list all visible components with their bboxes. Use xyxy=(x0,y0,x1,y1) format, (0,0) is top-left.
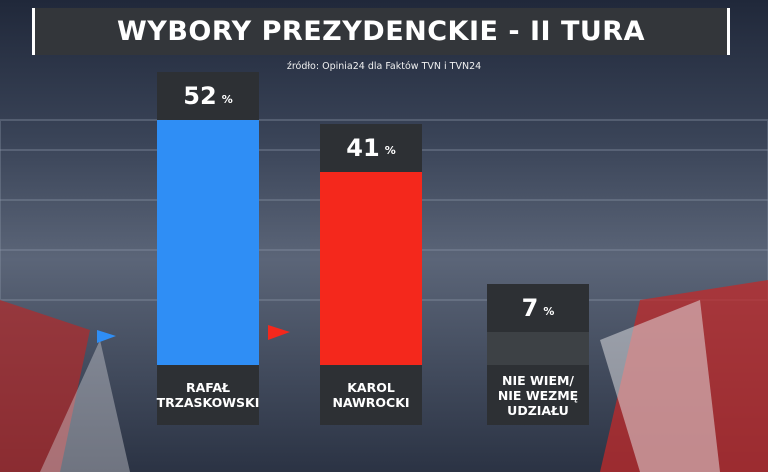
value-unit: % xyxy=(221,92,233,106)
bar xyxy=(320,171,422,365)
value-box: 52% xyxy=(157,72,259,121)
bar xyxy=(157,120,259,365)
value-label: 7 xyxy=(521,294,539,323)
title-box: WYBORY PREZYDENCKIE - II TURA xyxy=(32,8,730,55)
category-label: KAROL NAWROCKI xyxy=(320,365,422,425)
value-box: 41% xyxy=(320,123,422,172)
value-box: 7% xyxy=(487,284,589,333)
category-label: NIE WIEM/ NIE WEZMĘ UDZIAŁU xyxy=(487,365,589,425)
category-label: RAFAŁ TRZASKOWSKI xyxy=(157,365,259,425)
value-label: 41 xyxy=(346,133,380,162)
bar xyxy=(487,332,589,365)
value-label: 52 xyxy=(183,82,217,111)
value-unit: % xyxy=(384,144,396,158)
chart-title: WYBORY PREZYDENCKIE - II TURA xyxy=(117,16,645,47)
value-unit: % xyxy=(543,304,555,318)
chart-subtitle: źródło: Opinia24 dla Faktów TVN i TVN24 xyxy=(286,61,482,72)
